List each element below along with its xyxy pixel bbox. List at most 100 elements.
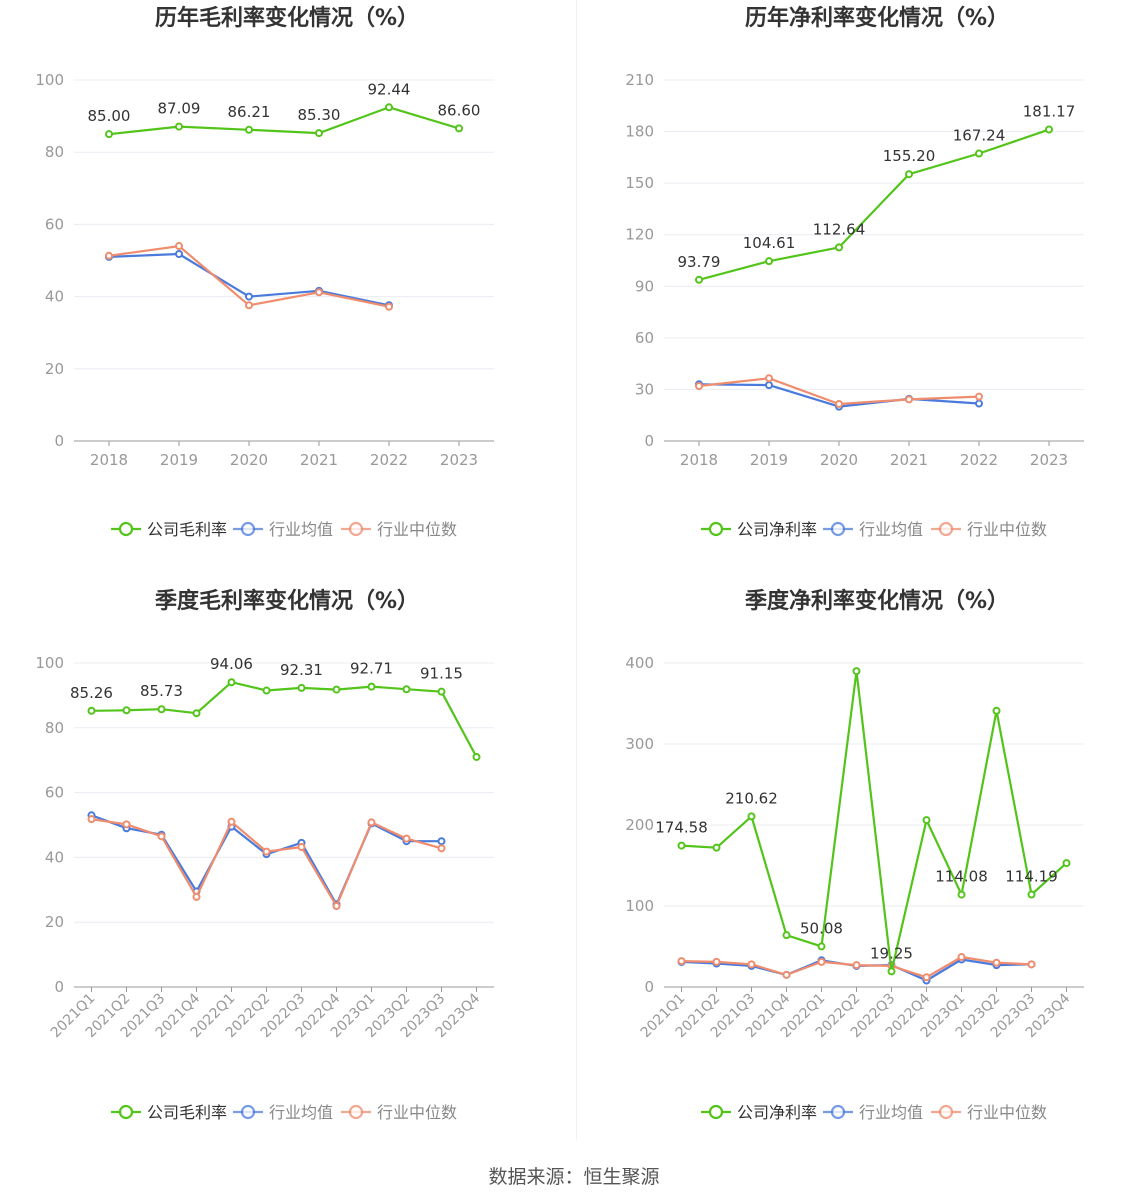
- legend-item: 公司毛利率: [111, 1103, 227, 1122]
- data-point-avg: [975, 399, 983, 408]
- data-point-company: [817, 942, 826, 951]
- data-point-median: [245, 301, 253, 310]
- x-tick-label: 2018: [680, 451, 718, 469]
- x-tick-label: 2020: [230, 451, 268, 469]
- legend-item: 行业均值: [823, 1103, 923, 1122]
- data-label: 94.06: [210, 655, 253, 673]
- data-point-median: [367, 818, 376, 827]
- data-label: 87.09: [158, 100, 201, 118]
- data-point-median: [122, 820, 131, 829]
- data-point-median: [315, 288, 323, 297]
- circle-line-icon: [823, 1104, 853, 1120]
- y-tick-label: 0: [54, 978, 64, 996]
- circle-line-icon: [931, 1104, 961, 1120]
- legend-marker: [938, 521, 954, 537]
- data-point-company: [975, 149, 983, 158]
- data-label: 210.62: [725, 789, 778, 807]
- data-point-avg: [175, 250, 183, 259]
- data-label: 104.61: [743, 234, 796, 252]
- y-tick-label: 120: [625, 226, 654, 244]
- y-tick-label: 40: [45, 288, 64, 306]
- data-point-company: [852, 667, 861, 676]
- y-tick-label: 20: [45, 360, 64, 378]
- x-tick-label: 2022: [370, 451, 408, 469]
- data-point-company: [782, 931, 791, 940]
- data-point-median: [297, 843, 306, 852]
- chart-annual-gross-margin: 历年毛利率变化情况（%） 0 20 40 60 80 100 2018 2019 2020 2021…: [0, 0, 574, 583]
- data-point-avg: [245, 292, 253, 301]
- legend-label: 行业中位数: [967, 1103, 1047, 1122]
- y-tick-label: 20: [45, 913, 64, 931]
- data-label: 174.58: [655, 819, 708, 837]
- y-tick-label: 100: [35, 654, 64, 672]
- data-point-company: [835, 243, 843, 252]
- legend-marker: [708, 521, 724, 537]
- data-point-median: [227, 817, 236, 826]
- chart-annual-net-margin: 历年净利率变化情况（%） 0 30 60 90 120 150 180 210 2018 2019 2…: [590, 0, 1148, 583]
- y-tick-label: 60: [45, 784, 64, 802]
- data-point-median: [765, 374, 773, 383]
- legend-item: 行业中位数: [931, 1103, 1047, 1122]
- chart-svg: 季度净利率变化情况（%）01002003004002021Q12021Q2202…: [625, 588, 1084, 1122]
- chart-title: 季度净利率变化情况（%）: [745, 588, 1009, 614]
- x-tick-label: 2022: [960, 451, 998, 469]
- y-tick-label: 150: [625, 174, 654, 192]
- y-tick-label: 400: [625, 654, 654, 672]
- data-source-note: 数据来源：恒生聚源: [488, 1166, 660, 1188]
- data-point-median: [332, 902, 341, 910]
- data-label: 92.31: [280, 661, 323, 679]
- chart-quarterly-gross-margin: 季度毛利率变化情况（%） 0 20 40 60 80 100 2021Q1 2021Q2 2021…: [0, 583, 574, 1166]
- data-point-company: [245, 125, 253, 134]
- y-tick-label: 30: [635, 380, 654, 398]
- y-tick-label: 180: [625, 123, 654, 141]
- x-tick-label: 2018: [90, 451, 128, 469]
- y-tick-label: 200: [625, 816, 654, 834]
- y-tick-label: 60: [45, 215, 64, 233]
- data-point-company: [712, 843, 721, 852]
- data-label: 167.24: [953, 127, 1006, 145]
- chart-svg: 历年净利率变化情况（%） 0 30 60 90 120 150 180 210 2018 2019 2…: [625, 5, 1084, 539]
- data-point-company: [1062, 859, 1071, 868]
- data-label: 114.19: [1005, 868, 1058, 886]
- data-point-company: [122, 706, 131, 715]
- circle-line-icon: [931, 521, 961, 537]
- legend-marker: [348, 521, 364, 537]
- data-point-company: [367, 682, 376, 691]
- data-point-company: [105, 130, 113, 139]
- series-line-company: [108, 106, 460, 136]
- data-label: 112.64: [813, 220, 866, 238]
- legend-item: 行业均值: [233, 520, 333, 539]
- data-point-company: [297, 683, 306, 692]
- chart-title: 历年净利率变化情况（%）: [745, 5, 1009, 31]
- legend-label: 公司毛利率: [147, 520, 227, 539]
- y-tick-label: 0: [644, 978, 654, 996]
- series-line-avg: [91, 814, 442, 906]
- data-point-company: [677, 841, 686, 850]
- y-tick-label: 100: [35, 71, 64, 89]
- data-point-company: [402, 685, 411, 694]
- y-tick-label: 90: [635, 277, 654, 295]
- x-tick-label: 2023: [440, 451, 478, 469]
- data-point-median: [157, 832, 166, 841]
- data-point-avg: [437, 837, 446, 846]
- circle-line-icon: [111, 521, 141, 537]
- data-point-median: [385, 302, 393, 311]
- legend-item: 行业中位数: [341, 1103, 457, 1122]
- legend-label: 行业均值: [859, 1103, 923, 1122]
- legend-item: 公司净利率: [701, 520, 817, 539]
- y-tick-label: 0: [54, 432, 64, 450]
- y-tick-label: 210: [625, 71, 654, 89]
- data-point-median: [922, 973, 931, 982]
- data-point-median: [437, 844, 446, 853]
- legend-item: 行业均值: [233, 1103, 333, 1122]
- circle-line-icon: [111, 1104, 141, 1120]
- data-label: 85.30: [298, 106, 341, 124]
- legend-item: 行业中位数: [931, 520, 1047, 539]
- data-label: 93.79: [678, 253, 721, 271]
- circle-line-icon: [701, 521, 731, 537]
- data-label: 50.08: [800, 919, 843, 937]
- data-point-company: [385, 103, 393, 112]
- circle-line-icon: [233, 521, 263, 537]
- data-point-company: [905, 170, 913, 179]
- data-point-avg: [765, 381, 773, 390]
